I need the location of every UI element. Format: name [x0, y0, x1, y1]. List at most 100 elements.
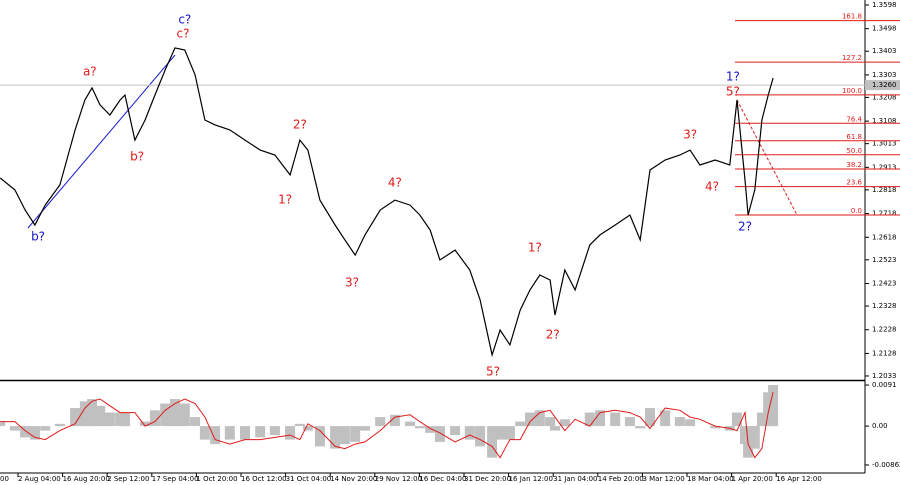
osc-bar	[549, 426, 560, 431]
y-tick-label: 1.3598	[872, 1, 897, 9]
osc-bar	[584, 412, 595, 427]
osc-bar	[768, 385, 779, 427]
x-tick-label: 18 Mar 04:00	[687, 475, 734, 483]
x-tick-label: 29 Nov 12:00	[375, 475, 422, 483]
fib-label: 61.8	[846, 133, 862, 141]
wave-label: 3?	[683, 127, 697, 141]
osc-bar	[710, 426, 721, 429]
osc-bar	[624, 417, 635, 427]
osc-bar	[120, 412, 131, 427]
wave-label: 2?	[738, 219, 752, 233]
osc-bar	[79, 401, 90, 427]
x-tick-label: 31 Oct 04:00	[286, 475, 332, 483]
last-price-box	[865, 80, 900, 91]
osc-signal	[0, 392, 774, 459]
y-tick-label: 1.2618	[872, 233, 897, 241]
wave-label: 5?	[726, 84, 740, 98]
fib-label: 100.0	[842, 87, 862, 95]
y-tick-label: 1.2818	[872, 186, 897, 194]
x-tick-label: 2 Aug 04:00	[18, 475, 61, 483]
y-tick-label: 1.3498	[872, 25, 897, 33]
osc-bar	[559, 419, 570, 427]
osc-bar	[674, 417, 685, 427]
x-tick-label: 14 Nov 20:00	[330, 475, 377, 483]
osc-bar	[475, 426, 486, 447]
osc-bar	[40, 426, 51, 431]
x-tick-label: 16 Dec 04:00	[419, 475, 466, 483]
y-tick-label: 1.2228	[872, 326, 897, 334]
wave-label: b?	[130, 149, 144, 163]
x-tick-label: 17 Sep 04:00	[152, 475, 199, 483]
osc-bar	[285, 426, 296, 440]
osc-bar	[20, 426, 31, 438]
osc-bar	[504, 426, 515, 440]
osc-bar	[314, 426, 325, 447]
y-tick-label: 1.2523	[872, 256, 897, 264]
osc-bar	[495, 426, 506, 440]
osc-bar	[302, 426, 313, 431]
osc-bar	[9, 426, 20, 431]
osc-bar	[255, 426, 266, 438]
osc-bar	[179, 403, 190, 427]
y-tick-label: 1.2033	[872, 372, 897, 380]
osc-bar	[644, 408, 655, 427]
x-tick-label: 3 Mar 12:00	[642, 475, 684, 483]
wave-label: c?	[178, 12, 191, 26]
wave-label: 2?	[293, 117, 307, 131]
osc-bar	[487, 426, 498, 458]
osc-bar	[294, 423, 305, 427]
wave-label: 1?	[278, 193, 292, 207]
x-tick-label: 00	[0, 475, 9, 483]
y-tick-label: 1.3013	[872, 140, 897, 148]
osc-bar	[525, 412, 536, 427]
osc-bar	[749, 426, 760, 449]
osc-bar	[140, 421, 151, 427]
osc-bar	[70, 408, 81, 427]
x-tick-label: 16 Aug 20:00	[63, 475, 110, 483]
y-tick-label: 1.2423	[872, 280, 897, 288]
x-tick-label: 1 Oct 20:00	[196, 475, 237, 483]
osc-bar	[95, 405, 106, 427]
osc-bar	[756, 412, 767, 427]
fib-trend-line	[736, 99, 798, 216]
osc-bar	[104, 412, 115, 427]
y-tick-label: 1.3403	[872, 47, 897, 55]
fib-label: 23.6	[846, 179, 862, 187]
osc-tick-label: -0.00862	[872, 461, 900, 469]
osc-bar	[434, 426, 445, 442]
osc-bar	[190, 417, 201, 427]
fib-label: 161.8	[842, 13, 862, 21]
osc-bar	[610, 412, 621, 427]
wave-label: 1?	[528, 240, 542, 254]
osc-bar	[464, 426, 475, 440]
osc-bar	[515, 421, 526, 427]
x-tick-label: 16 Apr 12:00	[776, 475, 822, 483]
osc-bar	[54, 423, 65, 427]
y-tick-label: 1.2128	[872, 349, 897, 357]
fib-label: 0.0	[851, 207, 862, 215]
osc-bar	[595, 410, 606, 427]
osc-bar	[405, 421, 416, 427]
osc-bar	[87, 399, 98, 427]
fib-label: 76.4	[846, 115, 862, 123]
wave-label: 4?	[705, 180, 719, 194]
wave-label: b?	[31, 230, 45, 244]
osc-bar	[210, 426, 221, 445]
osc-bar	[414, 426, 425, 429]
fib-label: 38.2	[846, 161, 862, 169]
osc-bar	[425, 426, 436, 433]
osc-bar	[240, 426, 251, 440]
osc-bar	[0, 421, 6, 427]
y-tick-label: 1.2913	[872, 163, 897, 171]
osc-tick-label: 0.00	[872, 422, 888, 430]
osc-bar	[330, 426, 341, 449]
y-tick-label: 1.2718	[872, 210, 897, 218]
wave-label: 1?	[726, 70, 740, 84]
x-tick-label: 31 Jan 04:00	[553, 475, 597, 483]
osc-bar	[339, 426, 350, 445]
osc-bar	[450, 426, 461, 436]
wave-label: c?	[177, 26, 190, 40]
x-tick-label: 1 Apr 20:00	[732, 475, 773, 483]
osc-bar	[389, 414, 400, 427]
